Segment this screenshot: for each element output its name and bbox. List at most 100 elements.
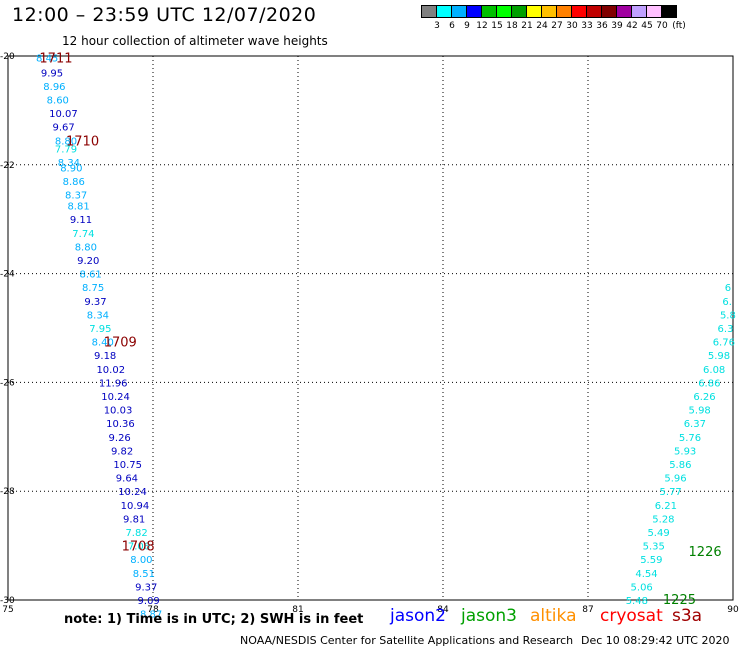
wave-height-point: 9.09: [138, 596, 160, 607]
pass-time-label: 1711: [39, 52, 72, 67]
legend-jason3: jason3: [461, 606, 517, 626]
wave-height-point: 5.96: [664, 474, 686, 485]
chart-title: 12:00 – 23:59 UTC 12/07/2020: [12, 4, 317, 26]
wave-height-point: 5.28: [652, 514, 674, 525]
x-tick-label: 75: [2, 605, 13, 615]
colorbar-tick-label: 70: [656, 21, 668, 31]
wave-height-point: 6.08: [703, 365, 725, 376]
colorbar-tick-label: 30: [566, 21, 578, 31]
wave-height-point: 10.02: [96, 365, 125, 376]
wave-height-point: 5.98: [708, 351, 730, 362]
wave-height-point: 8.87: [140, 610, 162, 621]
wave-height-point: 6.21: [655, 501, 677, 512]
wave-height-point: 5.49: [647, 528, 669, 539]
chart-subtitle: 12 hour collection of altimeter wave hei…: [62, 34, 328, 48]
wave-height-point: 8.61: [80, 270, 102, 281]
colorbar-tick-label: 42: [626, 21, 638, 31]
wave-height-point: 5.93: [674, 446, 696, 457]
colorbar-tick-label: 36: [596, 21, 608, 31]
y-tick-label: -20: [0, 52, 15, 62]
wave-height-point: 6: [725, 283, 731, 294]
wave-height-point: 6.76: [713, 338, 735, 349]
wave-height-point: 5.76: [679, 433, 701, 444]
footer-note: note: 1) Time is in UTC; 2) SWH is in fe…: [64, 612, 364, 627]
pass-time-label: 1709: [104, 336, 137, 351]
colorbar-tick-label: 3: [434, 21, 440, 31]
colorbar-tick-label: 24: [536, 21, 548, 31]
wave-height-point: 10.24: [101, 392, 130, 403]
y-tick-label: -30: [0, 596, 15, 606]
wave-height-point: 9.37: [84, 297, 106, 308]
colorbar-swatch: [661, 5, 677, 18]
wave-height-point: 7.74: [72, 229, 94, 240]
wave-height-point: 9.95: [41, 68, 63, 79]
wave-height-point: 11.96: [99, 378, 128, 389]
wave-height-point: 8.75: [82, 283, 104, 294]
wave-height-point: 9.64: [116, 474, 138, 485]
wave-height-point: 9.82: [111, 446, 133, 457]
wave-height-point: 8.80: [75, 242, 97, 253]
wave-height-point: 8.96: [43, 82, 65, 93]
wave-height-point: 5.35: [643, 542, 665, 553]
pass-time-label: 1225: [663, 593, 696, 608]
wave-height-point: 10.24: [118, 487, 147, 498]
wave-height-point: 8.86: [63, 177, 85, 188]
timestamp: Dec 10 08:29:42 UTC 2020: [581, 634, 730, 647]
wave-height-point: 8.60: [47, 96, 69, 107]
legend-altika: altika: [530, 606, 577, 626]
wave-height-point: 8.90: [60, 164, 82, 175]
pass-time-label: 1710: [66, 134, 99, 149]
colorbar-tick-label: 9: [464, 21, 470, 31]
wave-height-point: 9.26: [109, 433, 131, 444]
wave-height-point: 8.45: [36, 54, 58, 65]
wave-height-point: 8.34: [87, 310, 109, 321]
pass-time-label: 1708: [122, 540, 155, 555]
colorbar-tick-label: 15: [491, 21, 503, 31]
colorbar-tick-label: 39: [611, 21, 623, 31]
colorbar-tick-label: 45: [641, 21, 653, 31]
wave-height-point: 7.79: [55, 144, 77, 155]
wave-height-point: 6.3: [718, 324, 734, 335]
y-tick-label: -28: [0, 487, 15, 497]
x-tick-label: 90: [727, 605, 739, 615]
y-tick-label: -26: [0, 378, 15, 388]
wave-height-point: 7.06: [128, 542, 150, 553]
wave-height-point: 10.75: [113, 460, 142, 471]
wave-height-point: 5.48: [626, 596, 648, 607]
x-tick-label: 78: [147, 605, 159, 615]
colorbar-tick-label: 18: [506, 21, 518, 31]
wave-height-point: 8.81: [67, 202, 89, 213]
wave-height-point: 6.37: [684, 419, 706, 430]
colorbar-tick-label: 12: [476, 21, 488, 31]
x-tick-label: 81: [292, 605, 303, 615]
wave-height-point: 7.95: [89, 324, 111, 335]
wave-height-point: 10.07: [49, 109, 78, 120]
wave-height-point: 5.8: [720, 310, 736, 321]
colorbar-tick-label: 27: [551, 21, 563, 31]
y-tick-label: -24: [0, 270, 15, 280]
wave-height-point: 9.20: [77, 256, 99, 267]
wave-height-point: 9.18: [94, 351, 116, 362]
wave-height-point: 5.06: [631, 582, 653, 593]
wave-height-point: 10.36: [106, 419, 135, 430]
colorbar-tick-label: 6: [449, 21, 455, 31]
wave-height-point: 7.82: [125, 528, 147, 539]
wave-height-point: 10.94: [121, 501, 150, 512]
wave-height-point: 9.81: [123, 514, 145, 525]
credit-line: NOAA/NESDIS Center for Satellite Applica…: [240, 634, 574, 647]
wave-height-point: 10.03: [104, 406, 133, 417]
colorbar-unit: (ft): [672, 21, 686, 31]
wave-height-point: 6.86: [698, 378, 720, 389]
wave-height-point: 5.98: [689, 406, 711, 417]
wave-height-point: 8.37: [65, 191, 87, 202]
wave-height-point: 8.00: [130, 555, 152, 566]
wave-height-point: 8.80: [55, 136, 77, 147]
plot-frame: [7, 55, 734, 601]
wave-height-point: 5.59: [640, 555, 662, 566]
colorbar: [421, 5, 677, 18]
colorbar-ticks: 3 6 9 12 15 18 21 24 27 30 33 36 39 42 45 70 (ft): [422, 21, 740, 33]
x-tick-label: 87: [582, 605, 593, 615]
wave-height-point: 5.77: [660, 487, 682, 498]
x-tick-label: 84: [437, 605, 449, 615]
wave-height-point: 5.86: [669, 460, 691, 471]
